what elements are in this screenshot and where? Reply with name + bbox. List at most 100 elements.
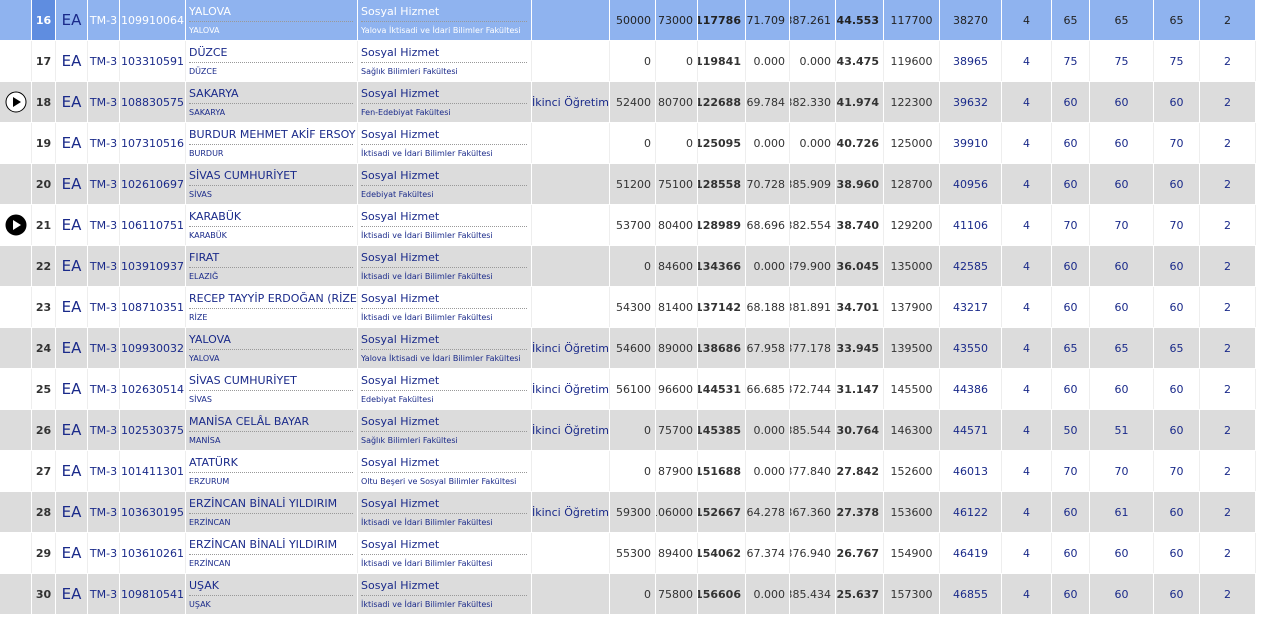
stat-value: 2 [1200, 451, 1256, 491]
stat-value: 60 [1154, 533, 1200, 573]
university-cell: DÜZCE DÜZCE [186, 41, 358, 81]
stat-value: 60 [1154, 410, 1200, 450]
faculty: Oltu Beşeri ve Sosyal Bilimler Fakültesi [361, 477, 517, 486]
table-row[interactable]: 20 EA TM-3 102610697 SİVAS CUMHURİYET SİVAS So… [0, 164, 1256, 205]
table-row[interactable]: 23 EA TM-3 108710351 RECEP TAYYİP ERDOĞAN (R… [0, 287, 1256, 328]
city: KARABÜK [189, 231, 227, 240]
education-type [532, 205, 610, 245]
stat-value: 0.000 [746, 574, 790, 614]
stat-value: 60 [1154, 574, 1200, 614]
stat-value: 156606 [698, 574, 746, 614]
stat-value: 44571 [940, 410, 1002, 450]
table-row[interactable]: 30 EA TM-3 109810541 UŞAK UŞAK Sosyal Hizmet İk… [0, 574, 1256, 615]
stat-value: 145385 [698, 410, 746, 450]
stat-value: 154900 [884, 533, 940, 573]
row-number: 17 [32, 41, 56, 81]
program-code: 107310516 [120, 123, 186, 163]
stat-value: 367.958 [746, 328, 790, 368]
score-type: TM-3 [88, 451, 120, 491]
city: ELAZIĞ [189, 272, 219, 281]
stat-value: 46122 [940, 492, 1002, 532]
stat-value: 2 [1200, 123, 1256, 163]
stat-value: 119600 [884, 41, 940, 81]
stat-value: 0 [610, 574, 656, 614]
stat-value: 331.147 [836, 369, 884, 409]
group: EA [56, 369, 88, 409]
stat-value: 367.374 [746, 533, 790, 573]
program-cell: Sosyal Hizmet Yalova İktisadi ve İdari Bi… [358, 328, 532, 368]
stat-value: 381.891 [790, 287, 836, 327]
stat-value: 81400 [656, 287, 698, 327]
stat-value: 60 [1052, 123, 1090, 163]
program-code: 102630514 [120, 369, 186, 409]
stat-value: 70 [1090, 205, 1154, 245]
stat-value: 65 [1090, 0, 1154, 40]
city: DÜZCE [189, 67, 217, 76]
faculty: İktisadi ve İdari Bilimler Fakültesi [361, 149, 493, 158]
program: Sosyal Hizmet [361, 46, 527, 63]
play-icon[interactable] [5, 91, 27, 113]
city: SİVAS [189, 395, 212, 404]
table-row[interactable]: 29 EA TM-3 103610261 ERZİNCAN BİNALİ YILDIRI… [0, 533, 1256, 574]
stat-value: 370.728 [746, 164, 790, 204]
stat-value: 334.701 [836, 287, 884, 327]
stat-value: 50000 [610, 0, 656, 40]
table-row[interactable]: 26 EA TM-3 102530375 MANİSA CELÂL BAYAR MANİS… [0, 410, 1256, 451]
score-type: TM-3 [88, 0, 120, 40]
program-code: 109810541 [120, 574, 186, 614]
university: ATATÜRK [189, 456, 353, 473]
education-type [532, 574, 610, 614]
university-cell: SİVAS CUMHURİYET SİVAS [186, 164, 358, 204]
video-cell [0, 0, 32, 40]
group: EA [56, 492, 88, 532]
group: EA [56, 123, 88, 163]
stat-value: 65 [1154, 328, 1200, 368]
university: SAKARYA [189, 87, 353, 104]
stat-value: 138686 [698, 328, 746, 368]
group: EA [56, 164, 88, 204]
program-cell: Sosyal Hizmet Sağlık Bilimleri Fakültesi [358, 410, 532, 450]
city: UŞAK [189, 600, 211, 609]
university-cell: UŞAK UŞAK [186, 574, 358, 614]
table-row[interactable]: 28 EA TM-3 103630195 ERZİNCAN BİNALİ YILDIRI… [0, 492, 1256, 533]
stat-value: 377.840 [790, 451, 836, 491]
stat-value: 4 [1002, 369, 1052, 409]
program: Sosyal Hizmet [361, 87, 527, 104]
stat-value: 65 [1090, 328, 1154, 368]
program-code: 106110751 [120, 205, 186, 245]
program-code: 103310591 [120, 41, 186, 81]
stat-value: 60 [1154, 369, 1200, 409]
group: EA [56, 82, 88, 122]
faculty: İktisadi ve İdari Bilimler Fakültesi [361, 559, 493, 568]
table-row[interactable]: 17 EA TM-3 103310591 DÜZCE DÜZCE Sosyal Hizmet… [0, 41, 1256, 82]
table-row[interactable]: 18 EA TM-3 108830575 SAKARYA SAKARYA Sosyal Hi… [0, 82, 1256, 123]
stat-value: 51200 [610, 164, 656, 204]
table-row[interactable]: 27 EA TM-3 101411301 ATATÜRK ERZURUM Sosyal Hi… [0, 451, 1256, 492]
table-row[interactable]: 25 EA TM-3 102630514 SİVAS CUMHURİYET SİVAS So… [0, 369, 1256, 410]
stat-value: 60 [1052, 533, 1090, 573]
program-cell: Sosyal Hizmet Fen-Edebiyat Fakültesi [358, 82, 532, 122]
video-cell [0, 410, 32, 450]
table-row[interactable]: 21 EA TM-3 106110751 KARABÜK KARABÜK Sosyal Hi… [0, 205, 1256, 246]
stat-value: 60 [1052, 82, 1090, 122]
university: SİVAS CUMHURİYET [189, 169, 353, 186]
row-number: 26 [32, 410, 56, 450]
education-type [532, 451, 610, 491]
university: MANİSA CELÂL BAYAR [189, 415, 353, 432]
stat-value: 382.554 [790, 205, 836, 245]
stat-value: 0 [610, 41, 656, 81]
program: Sosyal Hizmet [361, 169, 527, 186]
table-row[interactable]: 24 EA TM-3 109930032 YALOVA YALOVA Sosyal Hizm… [0, 328, 1256, 369]
table-row[interactable]: 22 EA TM-3 103910937 FIRAT ELAZIĞ Sosyal Hizme… [0, 246, 1256, 287]
play-icon[interactable] [5, 214, 27, 236]
stat-value: 382.330 [790, 82, 836, 122]
stat-value: 2 [1200, 41, 1256, 81]
score-type: TM-3 [88, 82, 120, 122]
program-cell: Sosyal Hizmet İktisadi ve İdari Bilimler … [358, 246, 532, 286]
stat-value: 2 [1200, 0, 1256, 40]
table-row[interactable]: 16 EA TM-3 109910064 YALOVA YALOVA Sosyal Hizm… [0, 0, 1256, 41]
stat-value: 372.744 [790, 369, 836, 409]
table-row[interactable]: 19 EA TM-3 107310516 BURDUR MEHMET AKİF ERSO… [0, 123, 1256, 164]
program-cell: Sosyal Hizmet Yalova İktisadi ve İdari Bi… [358, 0, 532, 40]
stat-value: 151688 [698, 451, 746, 491]
